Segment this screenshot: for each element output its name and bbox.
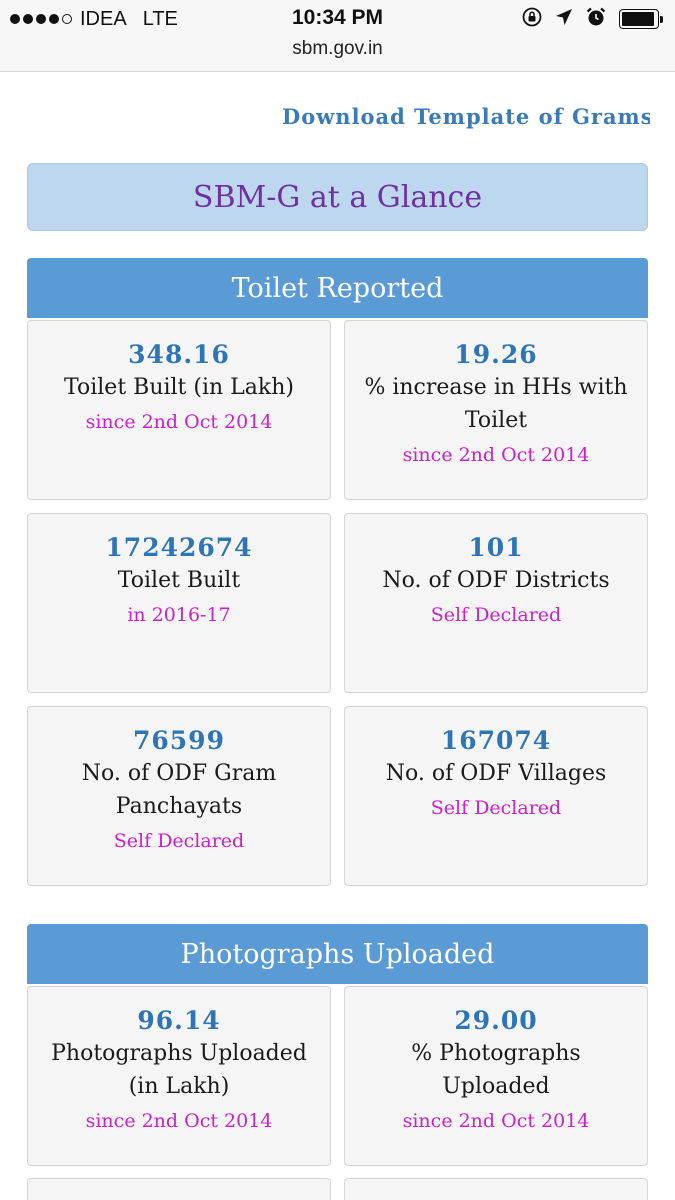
stat-note: in 2016-17 bbox=[127, 604, 231, 626]
stat-note: since 2nd Oct 2014 bbox=[402, 1110, 590, 1132]
stat-card-photos-uploaded-percent: 29.00 % Photographs Uploaded since 2nd O… bbox=[344, 986, 648, 1166]
stat-note: since 2nd Oct 2014 bbox=[85, 411, 273, 433]
stat-value: 17242674 bbox=[105, 533, 253, 562]
rotation-lock-icon bbox=[521, 6, 543, 33]
stat-label: % Photographs Uploaded bbox=[411, 1041, 581, 1099]
stat-value: 101 bbox=[468, 533, 524, 562]
section-header-photographs-uploaded: Photographs Uploaded bbox=[27, 924, 648, 984]
network-type: LTE bbox=[142, 7, 178, 30]
stat-label: No. of ODF Districts bbox=[382, 568, 610, 593]
page-title: SBM-G at a Glance bbox=[192, 179, 483, 215]
status-left: IDEA LTE bbox=[10, 7, 178, 31]
stat-label: No. of ODF Gram Panchayats bbox=[81, 761, 277, 819]
stat-card-partial bbox=[27, 1178, 331, 1200]
download-template-link[interactable]: Download Template of Gramsa bbox=[282, 104, 650, 129]
stat-card-odf-gram-panchayats: 76599 No. of ODF Gram Panchayats Self De… bbox=[27, 706, 331, 886]
stat-value: 348.16 bbox=[128, 340, 230, 369]
section-title: Toilet Reported bbox=[231, 272, 444, 304]
stat-card-partial bbox=[344, 1178, 648, 1200]
stat-label: No. of ODF Villages bbox=[385, 761, 607, 786]
stat-label: Toilet Built (in Lakh) bbox=[64, 375, 294, 400]
stat-card-odf-districts: 101 No. of ODF Districts Self Declared bbox=[344, 513, 648, 693]
address-bar-url[interactable]: sbm.gov.in bbox=[292, 38, 383, 59]
stat-value: 96.14 bbox=[137, 1006, 221, 1035]
stat-card-hh-increase: 19.26 % increase in HHs with Toilet sinc… bbox=[344, 320, 648, 500]
stat-value: 19.26 bbox=[454, 340, 538, 369]
stat-note: Self Declared bbox=[113, 830, 245, 852]
carrier-name: IDEA bbox=[80, 7, 127, 30]
stat-note: since 2nd Oct 2014 bbox=[85, 1110, 273, 1132]
signal-strength-icon bbox=[10, 14, 72, 24]
stat-card-toilets-built-lakh: 348.16 Toilet Built (in Lakh) since 2nd … bbox=[27, 320, 331, 500]
battery-icon bbox=[619, 9, 663, 29]
status-time: 10:34 PM bbox=[291, 6, 384, 29]
stat-note: Self Declared bbox=[430, 797, 562, 819]
stat-value: 167074 bbox=[440, 726, 552, 755]
stat-value: 29.00 bbox=[454, 1006, 538, 1035]
section-header-toilet-reported: Toilet Reported bbox=[27, 258, 648, 318]
stat-label: Toilet Built bbox=[117, 568, 241, 593]
stat-label: % increase in HHs with Toilet bbox=[364, 375, 628, 433]
section-title: Photographs Uploaded bbox=[180, 938, 495, 970]
stat-label: Photographs Uploaded (in Lakh) bbox=[51, 1041, 307, 1099]
stat-value: 76599 bbox=[133, 726, 225, 755]
stat-note: since 2nd Oct 2014 bbox=[402, 444, 590, 466]
stat-card-odf-villages: 167074 No. of ODF Villages Self Declared bbox=[344, 706, 648, 886]
status-right bbox=[521, 6, 663, 33]
location-icon bbox=[555, 8, 573, 31]
glance-banner: SBM-G at a Glance bbox=[27, 163, 648, 231]
alarm-icon bbox=[585, 6, 607, 33]
stat-card-photos-uploaded-lakh: 96.14 Photographs Uploaded (in Lakh) sin… bbox=[27, 986, 331, 1166]
stat-card-toilets-built-year: 17242674 Toilet Built in 2016-17 bbox=[27, 513, 331, 693]
ios-status-bar: IDEA LTE 10:34 PM sbm.gov.in bbox=[0, 0, 675, 72]
stat-note: Self Declared bbox=[430, 604, 562, 626]
